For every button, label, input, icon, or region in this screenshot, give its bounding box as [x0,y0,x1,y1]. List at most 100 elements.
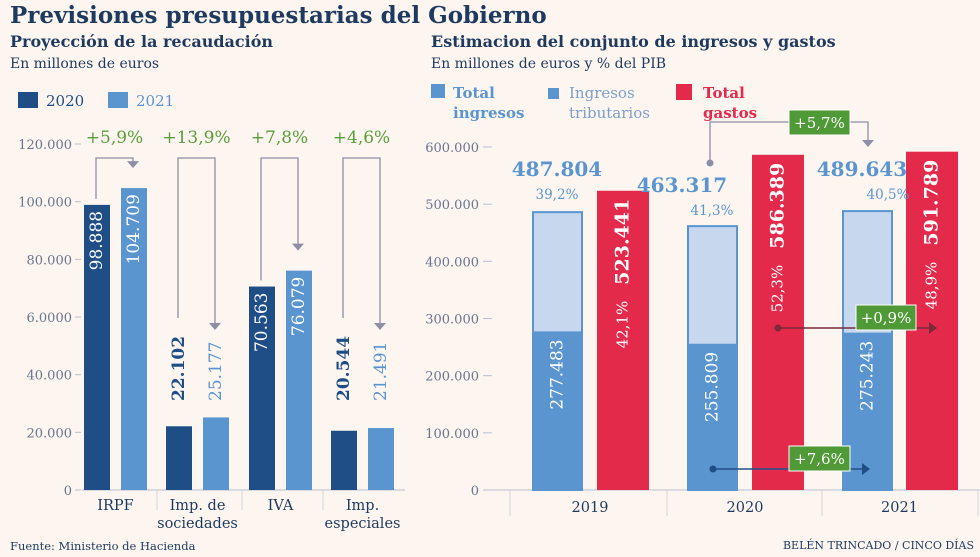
category-label: 2019 [572,500,609,516]
y-tick-label: 120.000 [18,138,72,153]
arrow-down-icon [127,161,139,169]
bar-2021-1 [203,417,229,490]
change-badge-tributarios-label: +7,6% [794,450,845,468]
value-label-2021: 76.079 [289,277,309,336]
source-note: Fuente: Ministerio de Hacienda [10,539,196,553]
legend-label-total-gastos: Total [703,84,745,102]
change-badge-ingresos-label: +5,7% [794,114,845,132]
value-label-total-ingresos: 487.804 [512,157,603,181]
pct-pib-total-gastos: 52,3% [769,265,787,313]
y-tick-label: 80.000 [27,253,73,268]
change-label: +7,8% [251,128,308,148]
y-tick-label: 300.000 [425,313,479,328]
y-tick-label: 200.000 [425,370,479,385]
legend-swatch-2021 [108,92,128,108]
bar-2020-3 [331,430,357,490]
y-tick-label: 0 [471,484,479,499]
arrow-down-icon [292,243,304,251]
value-label-total-gastos: 591.789 [921,160,943,246]
change-bracket [177,157,216,323]
legend-swatch-total-ingresos [431,84,445,98]
legend-label-total-ingresos: ingresos [453,104,524,122]
y-tick-label: 500.000 [425,198,479,213]
bar-2021-3 [368,428,394,490]
pct-pib-total-ingresos: 40,5% [867,187,910,203]
bar-2020-1 [166,426,192,490]
y-tick-label: 40.000 [27,369,73,384]
legend-label-2021: 2021 [136,92,174,110]
bar-2021-0 [121,188,147,490]
change-badge-gastos [855,304,917,331]
arrow-down-icon [209,323,221,330]
change-label: +5,9% [86,128,143,148]
arrow-dot [709,465,717,473]
change-bracket [95,157,134,199]
arrow-down-icon [862,140,874,147]
bar-total-gastos-2020 [752,154,804,491]
legend-label-total-gastos: gastos [703,104,757,122]
value-label-ingresos-tributarios: 275.243 [858,341,878,411]
change-bracket [342,157,381,323]
value-label-2020: 20.544 [334,336,354,401]
credit: BELÉN TRINCADO / CINCO DÍAS [782,539,974,552]
value-label-total-ingresos: 463.317 [637,173,727,197]
value-label-2021: 21.491 [371,342,391,401]
legend-label-ingresos-tributarios: Ingresos [569,84,635,102]
value-label-total-ingresos: 489.643 [817,157,907,181]
category-label: 2020 [727,500,764,516]
right-chart-subtitle: En millones de euros y % del PIB [431,56,667,72]
category-label: IRPF [97,498,133,514]
value-label-total-gastos: 586.389 [767,163,789,249]
y-tick-label: 600.000 [425,141,479,156]
page-title: Previsiones presupuestarias del Gobierno [10,2,547,29]
category-label: especiales [325,516,401,532]
value-label-2020: 70.563 [252,293,272,352]
pct-pib-total-gastos: 42,1% [614,301,632,349]
value-label-total-gastos: 523.441 [612,199,634,285]
y-tick-label: 100.000 [18,196,72,211]
change-label: +13,9% [162,128,230,148]
category-label: IVA [268,498,294,514]
change-badge-ingresos [788,109,851,136]
change-badge-tributarios [788,445,851,472]
value-label-2020: 98.888 [87,211,107,270]
change-badge-gastos-label: +0,9% [861,309,912,327]
y-tick-label: 6.0000 [27,311,73,326]
legend-label-2020: 2020 [46,92,84,110]
bar-2020-2 [249,286,275,490]
legend-swatch-total-gastos [676,84,692,100]
arrow-right-icon [862,463,870,475]
y-tick-label: 20.000 [27,426,73,441]
legend-swatch-ingresos-tributarios [548,88,559,99]
bar-2021-2 [286,270,312,490]
bar-2020-0 [84,204,110,491]
change-bracket [260,157,299,281]
change-label: +4,6% [333,128,390,148]
legend-swatch-2020 [18,92,38,108]
y-tick-label: 400.000 [425,255,479,270]
category-label: sociedades [157,516,238,532]
right-chart-title: Estimacion del conjunto de ingresos y ga… [431,32,836,51]
arrow-dot [774,324,782,332]
arrow-right-icon [929,322,937,334]
value-label-2020: 22.102 [169,336,189,401]
pct-pib-total-ingresos: 41,3% [691,203,734,219]
arrow-down-icon [374,323,386,330]
category-label: Imp. de [170,498,226,514]
value-label-2021: 25.177 [206,342,226,401]
value-label-2021: 104.709 [124,194,144,264]
pct-pib-total-ingresos: 39,2% [536,187,579,203]
value-label-ingresos-tributarios: 277.483 [548,339,568,409]
y-tick-label: 0 [64,484,72,499]
y-tick-label: 100.000 [425,427,479,442]
bracket-dot [706,159,714,167]
bar-total-gastos-2019 [597,190,649,490]
pct-pib-total-gastos: 48,9% [923,262,941,310]
left-chart-subtitle: En millones de euros [10,56,160,72]
bar-ingresos-tributarios-2019 [532,331,583,490]
legend-label-ingresos-tributarios: tributarios [569,104,650,122]
value-label-ingresos-tributarios: 255.809 [703,352,723,422]
category-label: 2021 [881,500,918,516]
